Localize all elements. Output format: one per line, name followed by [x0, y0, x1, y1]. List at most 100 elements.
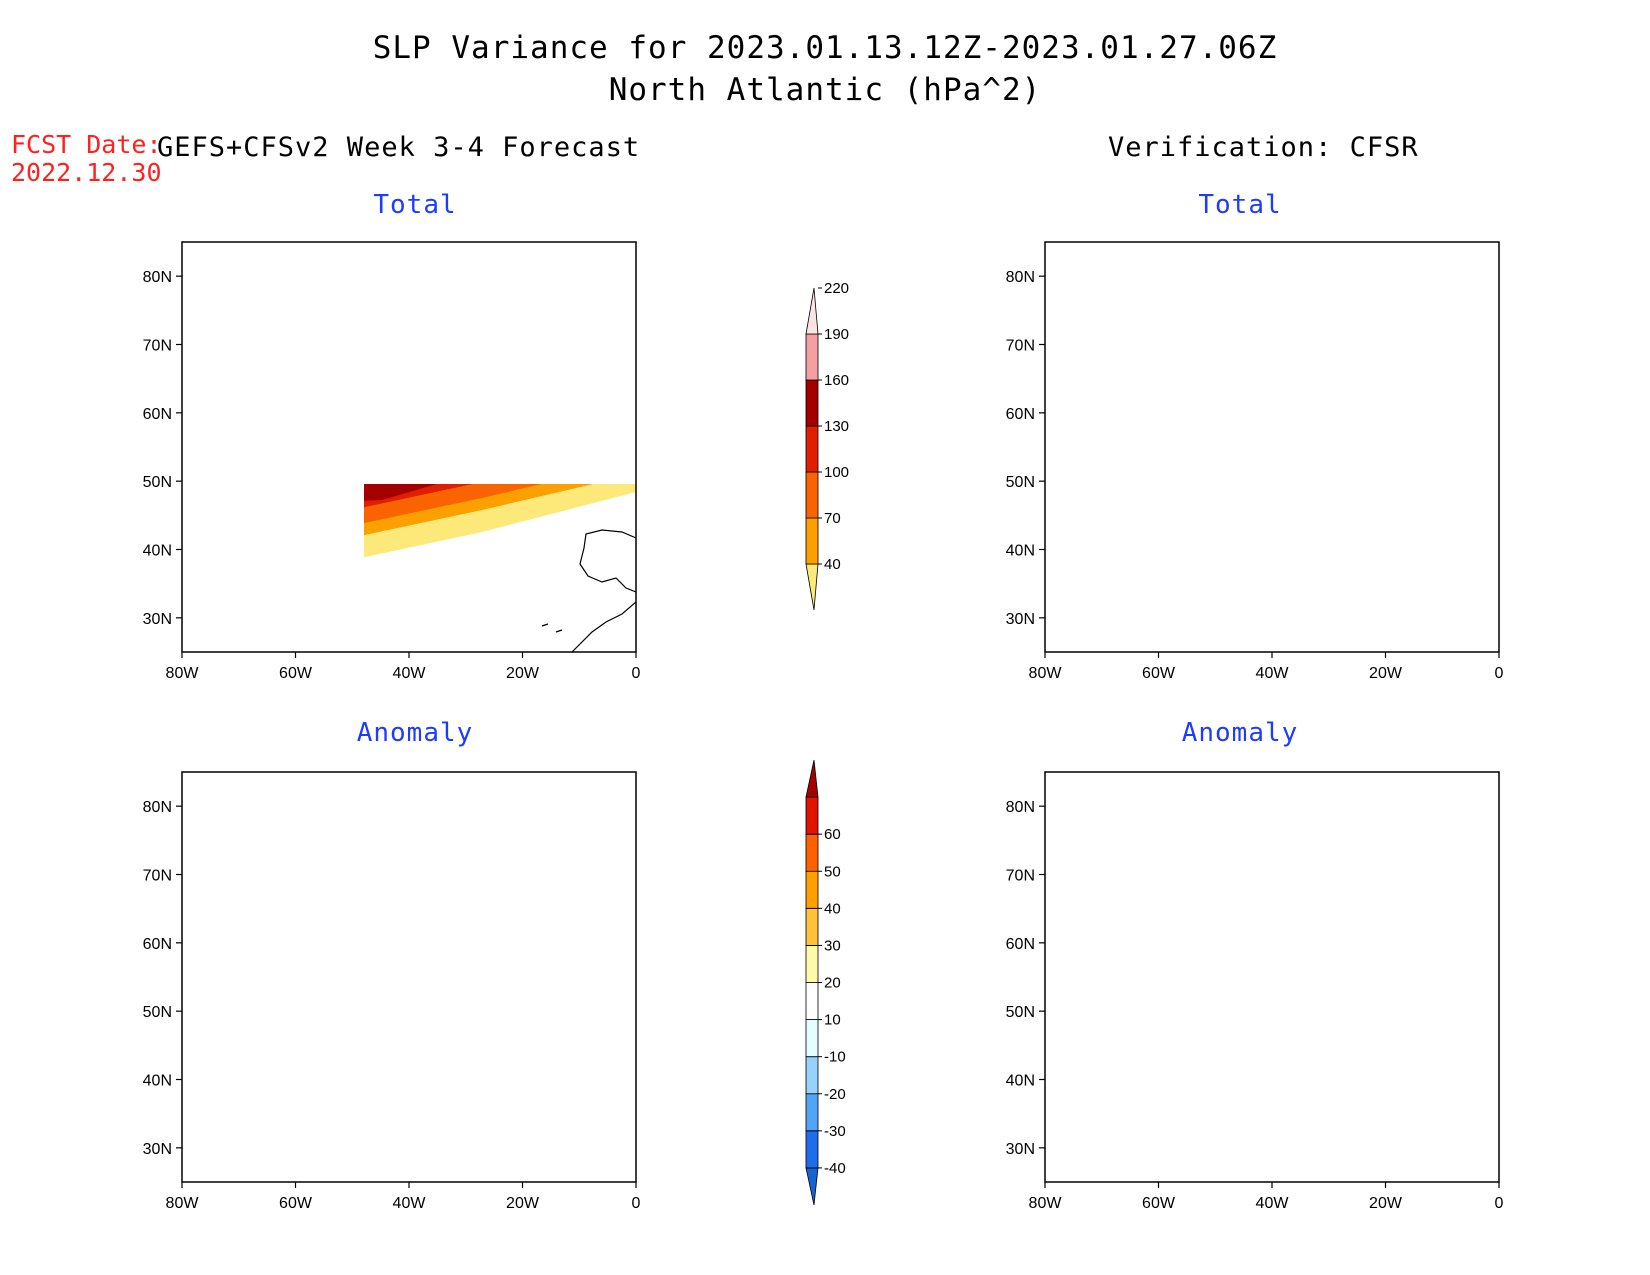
lat-tick-label: 50N: [143, 474, 172, 491]
colorbar-segment: [805, 471, 819, 519]
panel-title-forecast-anomaly: Anomaly: [356, 718, 474, 748]
colorbar-segment: [805, 1056, 819, 1095]
colorbar-label: 220: [824, 280, 849, 297]
lat-tick-label: 40N: [1006, 1073, 1035, 1090]
axes-verif-total: 80W 60W 40W 20W 0 80N 70N 60N 50N 40N 30N: [1006, 241, 1504, 682]
panel-title-forecast-total: Total: [373, 190, 457, 220]
lat-tick-label: 70N: [143, 868, 172, 885]
lon-tick-label: 40W: [1256, 665, 1290, 682]
plot-frame: [181, 771, 637, 1183]
lon-tick-label: 40W: [393, 1195, 427, 1212]
colorbar-label: 60: [824, 826, 841, 843]
colorbar-segment: [805, 796, 819, 835]
lat-tick-label: 80N: [1006, 799, 1035, 816]
colorbar-segment: [805, 982, 819, 1020]
lat-tick-label: 70N: [1006, 868, 1035, 885]
lat-tick-label: 40N: [1006, 543, 1035, 560]
lon-tick-label: 20W: [1369, 1195, 1403, 1212]
colorbar-label: 50: [824, 863, 841, 880]
colorbar-label: 40: [824, 556, 841, 573]
colorbar-label: -20: [824, 1086, 846, 1103]
lon-tick-label: 40W: [1256, 1195, 1290, 1212]
lon-tick-label: 80W: [1029, 1195, 1063, 1212]
colorbar-segment: [805, 759, 819, 798]
colorbar-label: -30: [824, 1123, 846, 1140]
lat-tick-label: 30N: [143, 1141, 172, 1158]
lat-tick-label: 80N: [143, 799, 172, 816]
chart-title-line1: SLP Variance for 2023.01.13.12Z-2023.01.…: [372, 30, 1278, 66]
colorbar-segment: [805, 870, 819, 909]
lat-tick-label: 30N: [1006, 611, 1035, 628]
lat-tick-label: 60N: [1006, 936, 1035, 953]
colorbar-anomaly: -40 -30 -20 -10 10 20 30 40 50 60: [805, 759, 846, 1206]
lat-tick-label: 60N: [143, 406, 172, 423]
chart-title-line2: North Atlantic (hPa^2): [608, 72, 1042, 108]
lat-tick-label: 60N: [1006, 406, 1035, 423]
colorbar-label: 160: [824, 372, 849, 389]
fcst-date-label: FCST Date:: [11, 130, 162, 159]
lon-tick-label: 0: [1495, 1195, 1504, 1212]
panel-forecast-anomaly: [182, 772, 636, 1182]
lon-tick-label: 80W: [166, 665, 200, 682]
colorbar-segment: [805, 1130, 819, 1169]
lon-tick-label: 0: [632, 665, 641, 682]
lat-tick-label: 80N: [143, 269, 172, 286]
colorbar-label: 70: [824, 510, 841, 527]
lat-tick-label: 40N: [143, 1073, 172, 1090]
colorbar-segment: [805, 907, 819, 946]
lon-tick-label: 80W: [1029, 665, 1063, 682]
lat-tick-label: 40N: [143, 543, 172, 560]
colorbar-segment: [805, 563, 819, 611]
lon-tick-label: 60W: [279, 1195, 313, 1212]
lat-tick-label: 50N: [1006, 474, 1035, 491]
panel-verif-anomaly: [1045, 772, 1499, 1182]
colorbar-segment: [805, 833, 819, 872]
colorbar-label: 40: [824, 900, 841, 917]
panel-title-verif-total: Total: [1198, 190, 1282, 220]
verification-header: Verification: CFSR: [1108, 132, 1419, 163]
lat-tick-label: 70N: [143, 338, 172, 355]
lon-tick-label: 20W: [506, 665, 540, 682]
colorbar-label: 10: [824, 1012, 841, 1029]
lat-tick-label: 60N: [143, 936, 172, 953]
colorbar-label: -40: [824, 1160, 846, 1177]
panel-verif-total: [1045, 242, 1499, 652]
fcst-date-value: 2022.12.30: [11, 158, 162, 187]
colorbar-segment: [805, 287, 819, 335]
lon-tick-label: 80W: [166, 1195, 200, 1212]
panel-title-verif-anomaly: Anomaly: [1181, 718, 1299, 748]
colorbar-segment: [805, 425, 819, 473]
axes-forecast-anomaly: 80W 60W 40W 20W 0 80N 70N 60N 50N 40N 30N: [143, 771, 641, 1212]
colorbar-segment: [805, 945, 819, 983]
panel-forecast-total: [364, 484, 637, 653]
colorbar-label: 130: [824, 418, 849, 435]
colorbar-segment: [805, 517, 819, 565]
lon-tick-label: 0: [632, 1195, 641, 1212]
colorbar-total: 40 70 100 130 160 190 220: [805, 280, 849, 611]
colorbar-segment: [805, 333, 819, 381]
colorbar-label: 30: [824, 937, 841, 954]
lon-tick-label: 60W: [1142, 665, 1176, 682]
lon-tick-label: 60W: [1142, 1195, 1176, 1212]
lon-tick-label: 40W: [393, 665, 427, 682]
colorbar-segment: [805, 1093, 819, 1132]
plot-frame: [1044, 771, 1500, 1183]
lat-tick-label: 30N: [1006, 1141, 1035, 1158]
colorbar-label: 20: [824, 975, 841, 992]
colorbar-label: -10: [824, 1049, 846, 1066]
lat-tick-label: 80N: [1006, 269, 1035, 286]
colorbar-segment: [805, 1019, 819, 1058]
lon-tick-label: 20W: [1369, 665, 1403, 682]
lat-tick-label: 30N: [143, 611, 172, 628]
lat-tick-label: 70N: [1006, 338, 1035, 355]
axes-verif-anomaly: 80W 60W 40W 20W 0 80N 70N 60N 50N 40N 30N: [1006, 771, 1504, 1212]
colorbar-segment: [805, 1167, 819, 1206]
lon-tick-label: 60W: [279, 665, 313, 682]
colorbar-segment: [805, 379, 819, 427]
colorbar-label: 100: [824, 464, 849, 481]
lon-tick-label: 0: [1495, 665, 1504, 682]
lat-tick-label: 50N: [1006, 1004, 1035, 1021]
lon-tick-label: 20W: [506, 1195, 540, 1212]
colorbar-label: 190: [824, 326, 849, 343]
